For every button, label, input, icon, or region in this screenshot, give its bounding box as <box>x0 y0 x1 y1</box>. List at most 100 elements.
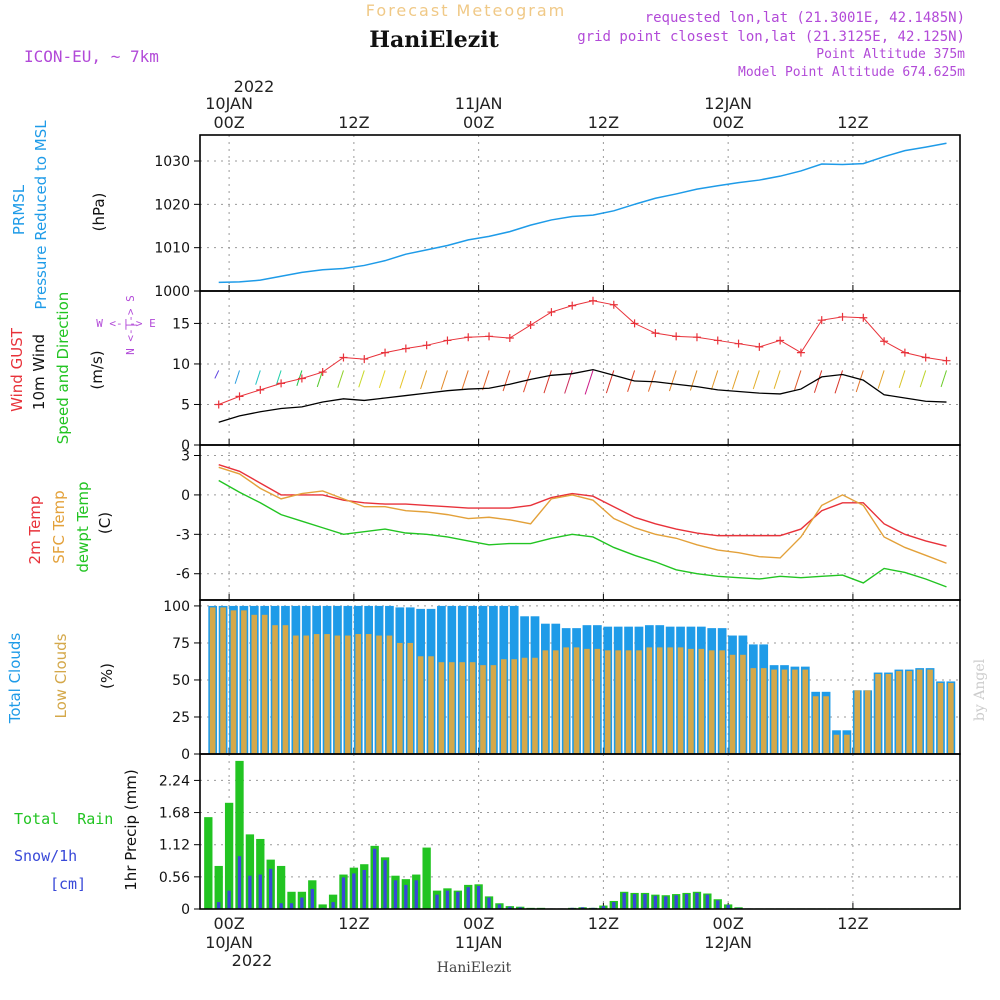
snow-bar <box>580 907 585 909</box>
bottom-hour-label: 12Z <box>837 914 868 933</box>
snow-bar <box>341 877 346 909</box>
top-hour-label: 00Z <box>463 113 494 132</box>
rain-bar <box>204 817 213 909</box>
wind-arrow <box>668 370 677 392</box>
year-label-bottom: 2022 <box>232 951 273 970</box>
gust-marker <box>235 392 244 401</box>
gust-marker <box>651 329 660 338</box>
low-cloud-bar <box>916 669 923 754</box>
temp-sfc-line <box>218 466 947 564</box>
top-hour-label: 00Z <box>712 113 743 132</box>
snow-bar <box>664 896 668 909</box>
precip-ytick-label: 1.68 <box>159 806 190 822</box>
low-cloud-bar <box>646 647 653 754</box>
snow-bar <box>695 892 699 909</box>
rain-bar <box>245 834 255 909</box>
low-cloud-bar <box>282 625 289 754</box>
gust-marker <box>277 379 286 388</box>
snow-bar <box>310 888 314 909</box>
low-cloud-bar <box>303 635 310 754</box>
wind-arrow <box>358 370 365 388</box>
grid-coords: grid point closest lon,lat (21.3125E, 42… <box>577 29 965 45</box>
low-cloud-bar <box>698 648 705 754</box>
gust-marker <box>422 341 431 350</box>
low-cloud-bar <box>636 650 642 754</box>
snow-bar <box>487 897 491 909</box>
gust-marker <box>838 312 847 321</box>
gust-marker <box>381 348 390 357</box>
wind-arrow <box>834 370 843 394</box>
wind-arrow <box>877 370 885 389</box>
low-cloud-bar <box>563 647 569 754</box>
low-cloud-bar <box>688 648 694 754</box>
low-cloud-bar <box>293 635 299 754</box>
temp-sfc-label: SFC Temp <box>50 490 68 563</box>
top-date-label: 12JAN <box>704 94 752 113</box>
low-cloud-bar <box>875 674 881 754</box>
snow-bar <box>726 904 730 909</box>
low-cloud-bar <box>812 696 819 754</box>
low-cloud-bar <box>594 648 601 754</box>
station-name: HaniElezit <box>369 27 499 53</box>
gust-marker <box>900 348 909 357</box>
low-cloud-bar <box>750 668 757 754</box>
low-cloud-bar <box>552 650 559 754</box>
snow-bar <box>466 887 470 909</box>
clouds-ytick-label: 25 <box>172 710 190 726</box>
low-cloud-bar <box>948 682 954 754</box>
precip-ytick-label: 1.12 <box>159 838 190 854</box>
wind-speed-dir-label: Speed and Direction <box>54 292 72 445</box>
wind-arrow <box>752 370 760 390</box>
wind-arrow <box>731 370 740 390</box>
wind-ytick-label: 15 <box>172 316 190 332</box>
rain-bar <box>224 802 234 909</box>
low-cloud-bar <box>417 656 424 754</box>
low-cloud-bar <box>740 654 746 754</box>
temp-ytick-label: 0 <box>181 488 190 504</box>
low-cloud-bar <box>781 669 788 754</box>
low-cloud-bar <box>209 607 216 754</box>
gust-marker <box>692 333 701 342</box>
clouds-unit: (%) <box>98 663 116 689</box>
pressure-panel: 1000 1010 1020 1030 <box>154 134 961 300</box>
gust-marker <box>297 374 306 383</box>
wind-arrow <box>502 370 511 392</box>
panels-group: 1000101010201030051015-6-303025507510000… <box>154 134 962 918</box>
wind-unit: (m/s) <box>88 350 106 389</box>
wind-arrow <box>275 370 282 386</box>
gust-marker <box>859 313 868 322</box>
low-cloud-bar <box>896 671 902 754</box>
snow-bar <box>393 880 398 909</box>
precip-unit: 1hr Precip (mm) <box>122 769 140 890</box>
wind-ytick-label: 5 <box>181 397 190 413</box>
pressure-ytick-label: 1030 <box>154 154 190 170</box>
top-hour-label: 12Z <box>588 113 619 132</box>
gust-marker <box>568 301 577 310</box>
temp-dewpt-label: dewpt Temp <box>74 481 92 572</box>
low-cloud-bar <box>511 659 517 754</box>
snow-bar <box>456 891 460 909</box>
wind-arrow <box>855 370 864 393</box>
low-cloud-bar <box>490 665 497 754</box>
gust-marker <box>672 332 681 341</box>
snow-bar <box>300 897 304 909</box>
wind-arrow <box>440 370 448 390</box>
low-cloud-bar <box>345 635 351 754</box>
gust-marker <box>796 348 805 357</box>
clouds-ytick-label: 75 <box>172 636 190 652</box>
rain-bar <box>214 865 223 909</box>
gust-marker <box>921 353 930 362</box>
low-cloud-bar <box>677 647 684 754</box>
low-cloud-bar <box>261 614 268 754</box>
gust-marker <box>942 356 951 365</box>
low-cloud-bar <box>355 634 362 754</box>
top-date-label: 10JAN <box>205 94 253 113</box>
gust-marker <box>464 333 473 342</box>
snow-bar <box>476 886 481 909</box>
low-cloud-bar <box>542 650 549 754</box>
gust-marker <box>630 319 639 328</box>
watermark: by Angel <box>972 658 988 721</box>
low-cloud-bar <box>324 634 330 754</box>
